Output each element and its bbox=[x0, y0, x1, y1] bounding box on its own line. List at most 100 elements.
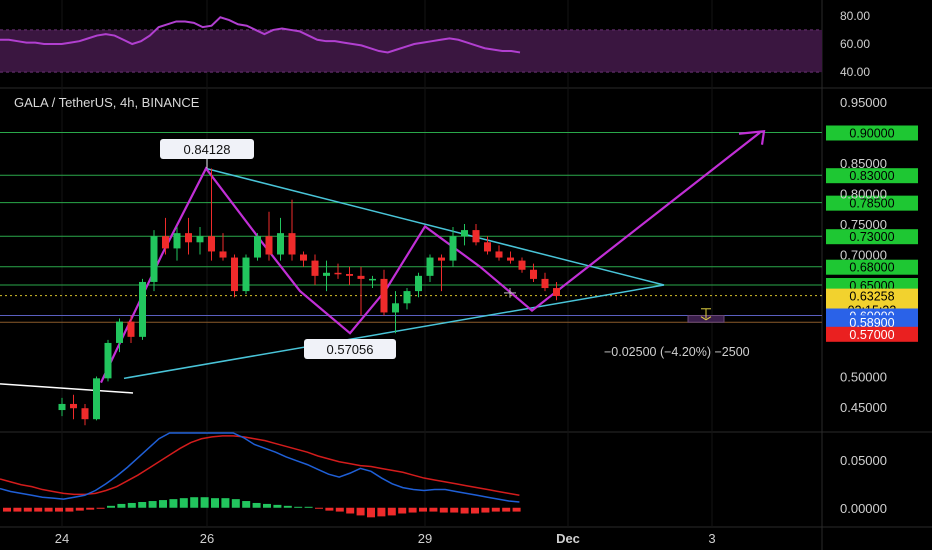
macd-histogram-bar[interactable] bbox=[190, 497, 199, 508]
candle-body[interactable] bbox=[104, 342, 112, 379]
candle-body[interactable] bbox=[150, 236, 158, 282]
candle-body[interactable] bbox=[369, 278, 376, 281]
macd-histogram-bar[interactable] bbox=[460, 507, 469, 514]
candle-body[interactable] bbox=[254, 236, 261, 258]
macd-histogram-bar[interactable] bbox=[148, 501, 157, 508]
candle-body[interactable] bbox=[196, 236, 204, 243]
candle-body[interactable] bbox=[415, 275, 422, 292]
candle-body[interactable] bbox=[518, 260, 526, 270]
macd-histogram-bar[interactable] bbox=[117, 503, 126, 508]
macd-histogram-bar[interactable] bbox=[34, 507, 43, 512]
rsi-panel[interactable]: 80.00 60.00 40.00 bbox=[0, 9, 870, 79]
candle-body[interactable] bbox=[58, 403, 66, 411]
candle-body[interactable] bbox=[311, 260, 319, 276]
candle-body[interactable] bbox=[265, 236, 273, 255]
macd-line[interactable] bbox=[0, 432, 520, 503]
candle-body[interactable] bbox=[403, 291, 411, 304]
macd-histogram-bar[interactable] bbox=[3, 507, 11, 512]
macd-histogram-bar[interactable] bbox=[450, 507, 459, 513]
macd-histogram-bar[interactable] bbox=[138, 502, 147, 508]
macd-histogram-bar[interactable] bbox=[127, 502, 136, 508]
candle-body[interactable] bbox=[438, 257, 445, 261]
candle-body[interactable] bbox=[219, 251, 227, 258]
macd-histogram-bar[interactable] bbox=[159, 500, 167, 508]
macd-histogram-bar[interactable] bbox=[252, 502, 261, 508]
macd-histogram-bar[interactable] bbox=[179, 498, 188, 508]
candle-body[interactable] bbox=[127, 321, 135, 337]
macd-histogram-bar[interactable] bbox=[387, 507, 396, 516]
macd-histogram-bar[interactable] bbox=[55, 507, 63, 512]
candle-body[interactable] bbox=[380, 278, 388, 313]
harmonic-pattern-path[interactable] bbox=[100, 131, 761, 384]
macd-histogram-bar[interactable] bbox=[398, 507, 407, 514]
candle-body[interactable] bbox=[484, 242, 491, 252]
candle-body[interactable] bbox=[288, 233, 296, 255]
macd-histogram-bar[interactable] bbox=[242, 501, 251, 508]
upper-trendline[interactable] bbox=[205, 167, 665, 286]
drawings[interactable]: 0.84128 0.57056 bbox=[0, 130, 766, 394]
macd-histogram-bar[interactable] bbox=[211, 498, 219, 508]
white-trendline[interactable] bbox=[0, 383, 134, 394]
macd-histogram-bar[interactable] bbox=[377, 507, 386, 517]
macd-histogram-bar[interactable] bbox=[107, 505, 115, 508]
macd-histogram-bar[interactable] bbox=[346, 507, 355, 514]
macd-histogram-bar[interactable] bbox=[169, 499, 178, 508]
candle-body[interactable] bbox=[242, 257, 250, 292]
macd-histogram-bar[interactable] bbox=[325, 507, 334, 511]
candle-body[interactable] bbox=[162, 236, 169, 249]
candle-body[interactable] bbox=[541, 278, 549, 289]
macd-histogram-bar[interactable] bbox=[75, 507, 84, 511]
candle-body[interactable] bbox=[116, 321, 123, 343]
candle-body[interactable] bbox=[507, 257, 514, 261]
candle-body[interactable] bbox=[461, 230, 468, 237]
macd-histogram-bar[interactable] bbox=[408, 507, 417, 513]
macd-histogram-bar[interactable] bbox=[86, 507, 95, 510]
macd-histogram-bar[interactable] bbox=[356, 507, 365, 516]
horizontal-levels[interactable]: 0.900000.830000.785000.730000.680000.650… bbox=[0, 125, 918, 297]
macd-histogram-bar[interactable] bbox=[221, 498, 230, 508]
macd-histogram-bar[interactable] bbox=[315, 507, 323, 509]
candle-body[interactable] bbox=[323, 272, 330, 276]
macd-histogram-bar[interactable] bbox=[263, 503, 271, 508]
macd-histogram-bar[interactable] bbox=[294, 506, 303, 508]
candle-body[interactable] bbox=[70, 403, 77, 409]
macd-histogram-bar[interactable] bbox=[439, 507, 448, 513]
macd-histogram-bar[interactable] bbox=[231, 499, 240, 508]
macd-histogram-bar[interactable] bbox=[335, 507, 344, 512]
macd-histogram-bar[interactable] bbox=[96, 507, 105, 509]
candle-body[interactable] bbox=[81, 408, 89, 420]
macd-histogram-bar[interactable] bbox=[273, 504, 282, 508]
candle-body[interactable] bbox=[93, 378, 100, 420]
macd-histogram-bar[interactable] bbox=[367, 507, 375, 518]
candle-body[interactable] bbox=[334, 272, 342, 275]
candle-body[interactable] bbox=[300, 254, 307, 261]
candle-body[interactable] bbox=[426, 257, 434, 276]
candle-body[interactable] bbox=[277, 233, 284, 255]
macd-histogram-bar[interactable] bbox=[44, 507, 53, 512]
time-axis[interactable]: 24 26 29 Dec 3 bbox=[55, 531, 716, 546]
lower-trendline[interactable] bbox=[123, 284, 665, 380]
candle-body[interactable] bbox=[346, 274, 353, 276]
macd-histogram-bar[interactable] bbox=[304, 506, 313, 508]
candle-body[interactable] bbox=[553, 288, 560, 296]
candle-body[interactable] bbox=[495, 251, 503, 258]
low-annotation-box[interactable] bbox=[304, 339, 396, 359]
macd-histogram-bar[interactable] bbox=[481, 507, 490, 513]
candle-body[interactable] bbox=[392, 303, 399, 313]
macd-histogram-bar[interactable] bbox=[512, 507, 521, 512]
macd-histogram-bar[interactable] bbox=[491, 507, 500, 512]
macd-histogram-bar[interactable] bbox=[13, 507, 22, 512]
price-candles[interactable] bbox=[58, 168, 561, 426]
candle-body[interactable] bbox=[208, 236, 215, 252]
position-tool[interactable]: −0.02500 (−4.20%) −2500 bbox=[0, 308, 822, 359]
macd-panel[interactable]: 0.05000 0.00000 bbox=[0, 432, 887, 518]
high-annotation-box[interactable] bbox=[160, 139, 254, 159]
candle-body[interactable] bbox=[530, 269, 537, 279]
candle-body[interactable] bbox=[231, 257, 238, 292]
candle-body[interactable] bbox=[173, 233, 181, 249]
price-axis[interactable]: 0.95000 0.85000 0.80000 0.75000 0.70000 0.500… bbox=[826, 95, 918, 415]
candle-body[interactable] bbox=[472, 230, 480, 243]
macd-histogram-bar[interactable] bbox=[23, 507, 32, 512]
rsi-line[interactable] bbox=[0, 16, 521, 54]
macd-histogram-bar[interactable] bbox=[283, 505, 292, 508]
